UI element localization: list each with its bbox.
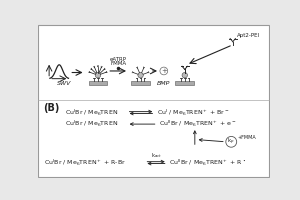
Circle shape [182,73,188,78]
Bar [89,81,107,85]
Text: k$_{act}$: k$_{act}$ [151,151,162,160]
FancyBboxPatch shape [38,25,269,177]
Bar [131,81,150,85]
Text: Cu$^{\mathregular{II}}$Br / Me$_6$TREN$^+$ + R$^\bullet$: Cu$^{\mathregular{II}}$Br / Me$_6$TREN$^… [169,158,246,168]
Text: FMMA: FMMA [110,61,126,66]
Circle shape [95,73,101,78]
Text: (B): (B) [43,103,59,113]
Text: eATRP: eATRP [110,57,127,62]
Text: Cu$^{\mathregular{I}}$ / Me$_6$TREN$^+$ + Br$^-$: Cu$^{\mathregular{I}}$ / Me$_6$TREN$^+$ … [157,108,230,118]
Text: Cu$^{\mathregular{II}}$Br / Me$_6$TREN$^+$ + e$^-$: Cu$^{\mathregular{II}}$Br / Me$_6$TREN$^… [159,119,237,129]
Circle shape [138,73,143,78]
Text: +FMMA: +FMMA [238,135,256,140]
Bar [176,81,194,85]
Text: Cu$^{\mathregular{I}}$Br / Me$_6$TREN: Cu$^{\mathregular{I}}$Br / Me$_6$TREN [64,108,118,118]
Text: Cu$^{\mathregular{I}}$Br / Me$_6$TREN$^+$ + R-Br: Cu$^{\mathregular{I}}$Br / Me$_6$TREN$^+… [44,158,126,168]
Text: Apt2-PEI: Apt2-PEI [238,33,261,38]
Text: Cu$^{\mathregular{I}}$Br / Me$_6$TREN: Cu$^{\mathregular{I}}$Br / Me$_6$TREN [64,119,118,129]
Text: k$_p$: k$_p$ [227,137,235,147]
Text: BMP: BMP [157,81,170,86]
Text: +: + [161,68,167,74]
Text: SWV: SWV [57,81,72,86]
